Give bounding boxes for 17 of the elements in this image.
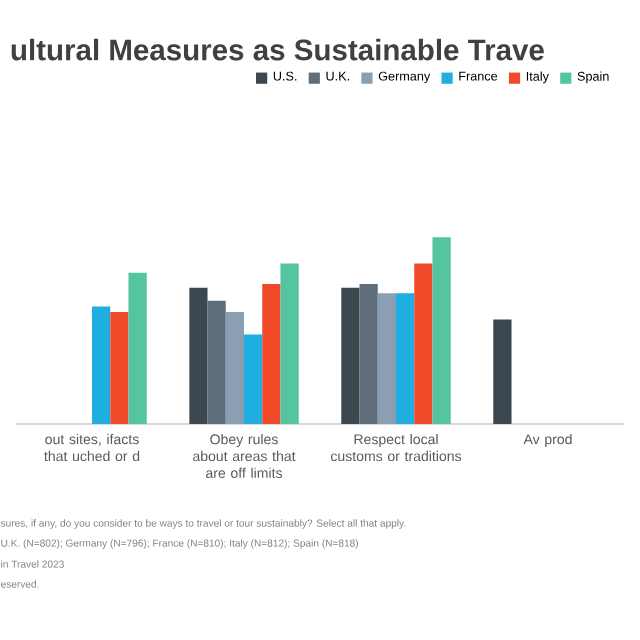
bar	[244, 334, 263, 424]
bar	[225, 312, 244, 424]
bar	[92, 306, 111, 424]
bar	[207, 300, 226, 424]
bar	[414, 263, 433, 424]
chart-title: ultural Measures as Sustainable Trave	[11, 38, 544, 61]
bar	[128, 272, 147, 424]
bar	[110, 312, 129, 424]
bar	[189, 287, 208, 424]
bar	[359, 284, 378, 424]
bar	[341, 287, 360, 424]
bar	[396, 293, 415, 424]
bar	[377, 293, 396, 424]
bar	[432, 237, 451, 424]
bar	[262, 284, 281, 424]
bar	[280, 263, 299, 424]
bar	[493, 319, 512, 424]
